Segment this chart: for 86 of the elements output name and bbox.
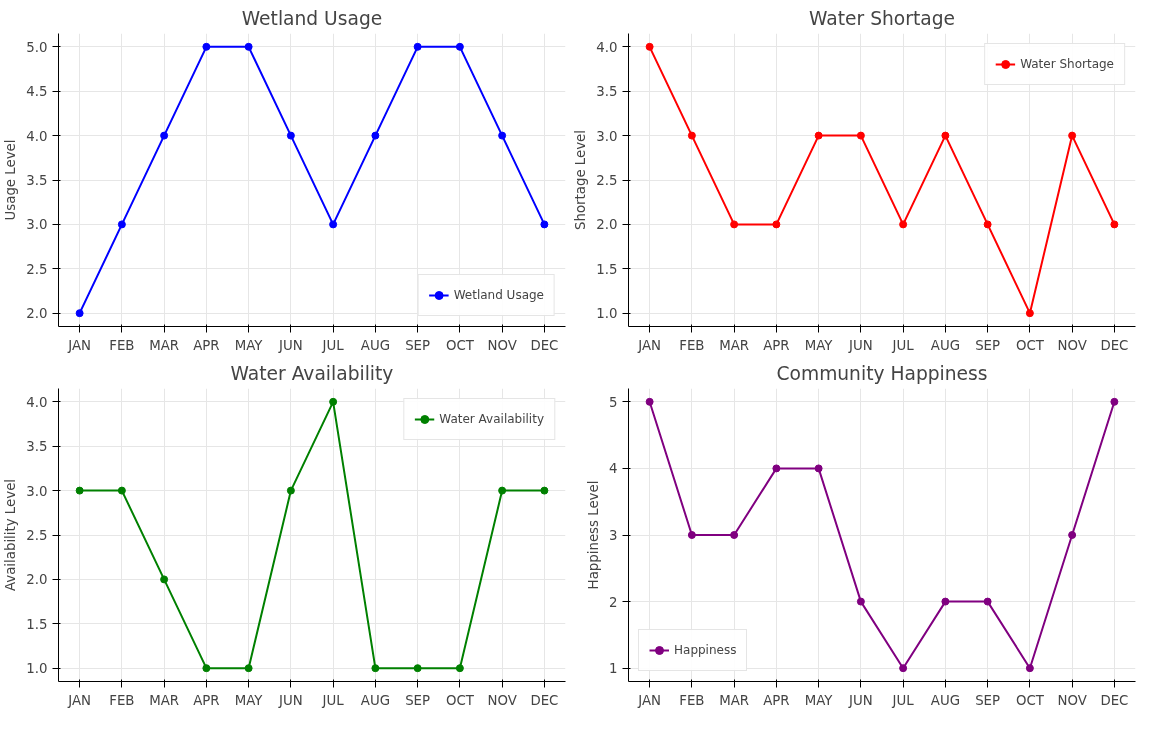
y-tick-label: 4.0 bbox=[596, 39, 618, 55]
x-tick-label: MAY bbox=[804, 692, 834, 708]
x-tick-label: JAN bbox=[637, 692, 662, 708]
x-tick-label: SEP bbox=[405, 692, 431, 708]
x-tick-label: APR bbox=[193, 692, 220, 708]
y-tick-label: 2 bbox=[609, 594, 618, 610]
x-tick-label: SEP bbox=[405, 337, 431, 353]
y-tick-label: 4.5 bbox=[26, 84, 48, 100]
x-tick-label: OCT bbox=[445, 692, 475, 708]
x-tick-label: JUL bbox=[321, 337, 345, 353]
x-tick-label: JUN bbox=[278, 337, 303, 353]
chart-title: Wetland Usage bbox=[241, 7, 383, 29]
x-tick-label: JUL bbox=[891, 692, 915, 708]
x-tick-label: JAN bbox=[637, 337, 662, 353]
x-tick-label: APR bbox=[763, 337, 790, 353]
chart-title: Water Shortage bbox=[809, 7, 955, 29]
y-tick-label: 3.5 bbox=[26, 439, 48, 455]
y-tick-label: 2.5 bbox=[26, 261, 48, 277]
y-tick-label: 5.0 bbox=[26, 39, 48, 55]
x-tick-label: FEB bbox=[679, 337, 705, 353]
y-tick-label: 2.0 bbox=[596, 217, 618, 233]
y-tick-label: 4.0 bbox=[26, 128, 48, 144]
x-tick-label: DEC bbox=[1100, 337, 1129, 353]
x-tick-label: JUL bbox=[321, 692, 345, 708]
x-tick-label: MAY bbox=[234, 337, 264, 353]
x-tick-label: NOV bbox=[487, 337, 517, 353]
x-tick-label: APR bbox=[193, 337, 220, 353]
y-tick-label: 1.5 bbox=[26, 616, 48, 632]
y-tick-label: 3.5 bbox=[596, 84, 618, 100]
x-tick-label: NOV bbox=[1057, 692, 1087, 708]
y-tick-label: 4 bbox=[609, 461, 618, 477]
x-tick-label: SEP bbox=[975, 692, 1001, 708]
y-tick-label: 3.0 bbox=[26, 483, 48, 499]
y-tick-label: 3.0 bbox=[26, 217, 48, 233]
x-tick-label: SEP bbox=[975, 337, 1001, 353]
chart-title: Community Happiness bbox=[776, 362, 988, 384]
legend-label: Wetland Usage bbox=[453, 288, 544, 302]
x-tick-label: FEB bbox=[679, 692, 705, 708]
y-axis-title: Shortage Level bbox=[573, 129, 589, 231]
x-tick-label: MAR bbox=[719, 337, 750, 353]
y-tick-label: 1 bbox=[609, 661, 618, 677]
x-tick-label: NOV bbox=[487, 692, 517, 708]
y-axis-title: Happiness Level bbox=[586, 480, 602, 590]
x-tick-label: OCT bbox=[1015, 337, 1045, 353]
y-tick-label: 4.0 bbox=[26, 394, 48, 410]
y-tick-label: 1.0 bbox=[26, 661, 48, 677]
y-tick-label: 3.5 bbox=[26, 173, 48, 188]
x-tick-label: APR bbox=[763, 692, 790, 708]
y-axis-title: Usage Level bbox=[3, 139, 19, 221]
legend-label: Water Availability bbox=[439, 412, 544, 426]
x-tick-label: JAN bbox=[67, 692, 92, 708]
x-tick-label: JUL bbox=[891, 337, 915, 353]
x-tick-label: FEB bbox=[109, 692, 135, 708]
legend-label: Water Shortage bbox=[1020, 57, 1114, 71]
x-tick-label: JUN bbox=[848, 692, 873, 708]
x-tick-label: DEC bbox=[530, 692, 559, 708]
x-tick-label: NOV bbox=[1057, 337, 1087, 353]
x-tick-label: OCT bbox=[1015, 692, 1045, 708]
x-tick-label: AUG bbox=[930, 692, 960, 708]
x-tick-label: JUN bbox=[278, 692, 303, 708]
x-tick-label: JAN bbox=[67, 337, 92, 353]
x-tick-label: AUG bbox=[930, 337, 960, 353]
x-tick-label: AUG bbox=[360, 692, 390, 708]
y-tick-label: 2.0 bbox=[26, 572, 48, 588]
y-tick-label: 1.0 bbox=[596, 306, 618, 322]
x-tick-label: MAR bbox=[719, 692, 750, 708]
x-tick-label: MAR bbox=[149, 337, 180, 353]
x-tick-label: MAR bbox=[149, 692, 180, 708]
x-tick-label: MAY bbox=[804, 337, 834, 353]
x-tick-label: MAY bbox=[234, 692, 264, 708]
legend-label: Happiness bbox=[674, 643, 737, 657]
y-tick-label: 3 bbox=[609, 528, 618, 543]
y-tick-label: 2.5 bbox=[26, 528, 48, 543]
x-tick-label: OCT bbox=[445, 337, 475, 353]
y-tick-label: 5 bbox=[609, 394, 618, 410]
y-tick-label: 1.5 bbox=[596, 261, 618, 277]
chart-title: Water Availability bbox=[230, 362, 394, 384]
y-axis-title: Availability Level bbox=[3, 478, 19, 592]
x-tick-label: FEB bbox=[109, 337, 135, 353]
y-tick-label: 3.0 bbox=[596, 128, 618, 144]
y-tick-label: 2.5 bbox=[596, 173, 618, 188]
x-tick-label: DEC bbox=[530, 337, 559, 353]
x-tick-label: JUN bbox=[848, 337, 873, 353]
x-tick-label: AUG bbox=[360, 337, 390, 353]
x-tick-label: DEC bbox=[1100, 692, 1129, 708]
y-tick-label: 2.0 bbox=[26, 306, 48, 322]
